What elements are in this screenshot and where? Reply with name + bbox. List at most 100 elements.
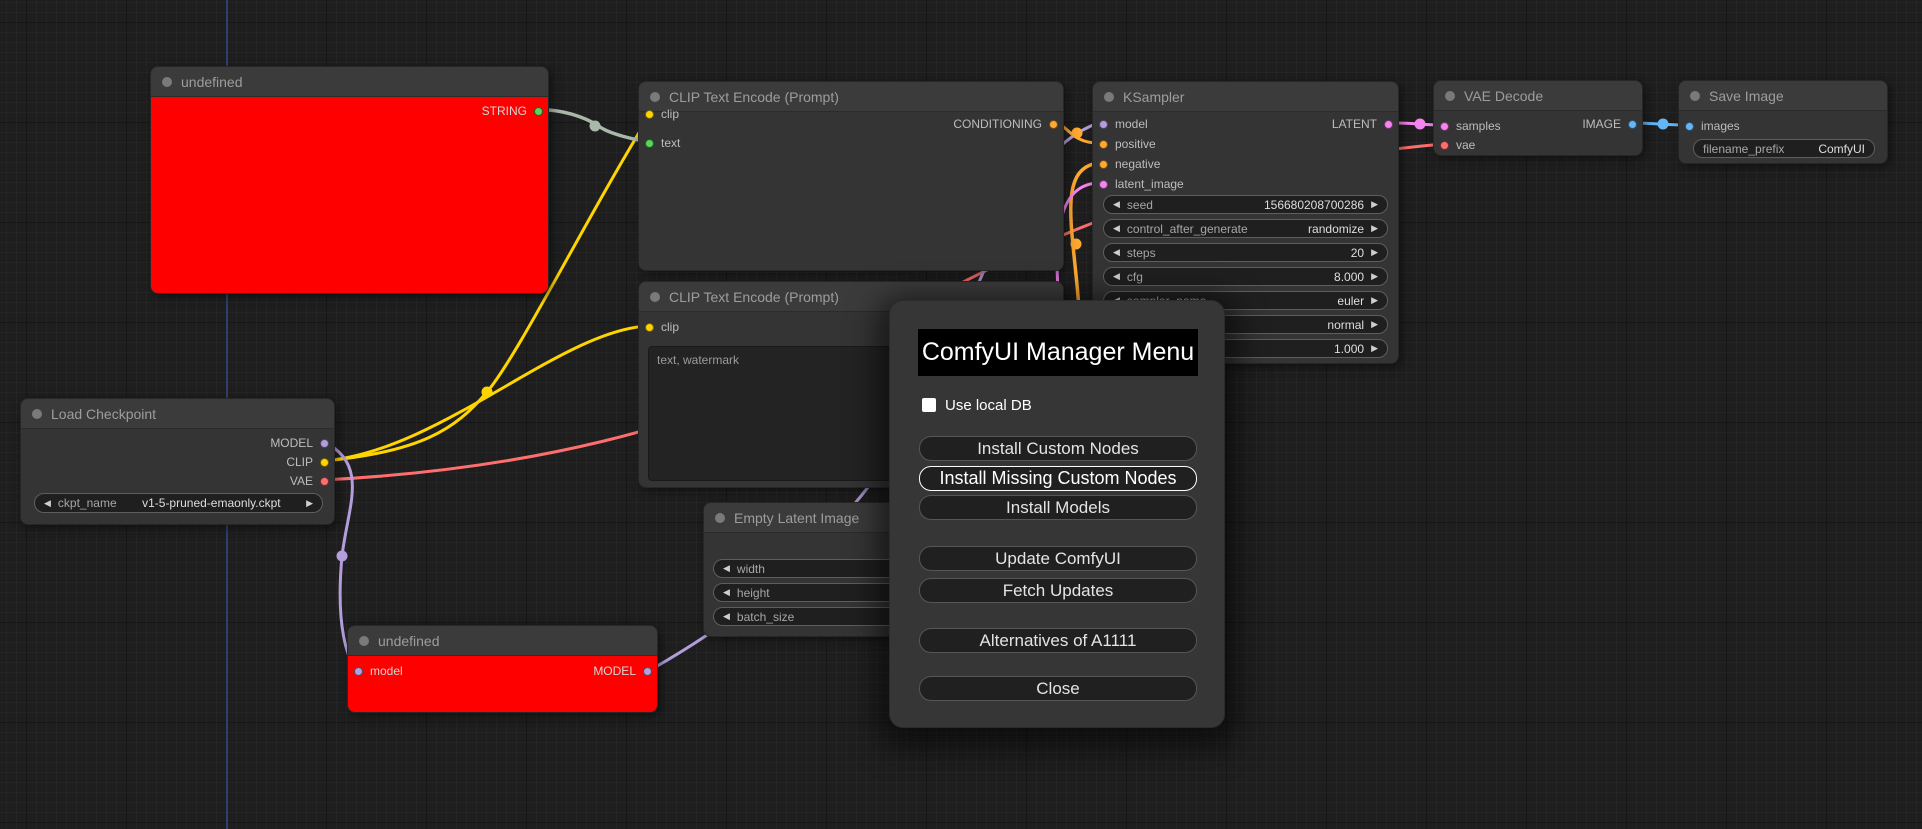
install-custom-nodes-button[interactable]: Install Custom Nodes xyxy=(919,436,1197,461)
model-input-dot[interactable] xyxy=(1099,119,1108,129)
control-after-generate-widget[interactable]: ◀ control_after_generate randomize ▶ xyxy=(1103,219,1388,238)
images-input-dot[interactable] xyxy=(1685,121,1694,131)
input-slot-latent-image[interactable]: latent_image xyxy=(1099,176,1184,192)
input-slot-positive[interactable]: positive xyxy=(1099,136,1156,152)
node-title-bar[interactable]: undefined xyxy=(151,67,548,97)
node-collapse-dot[interactable] xyxy=(715,512,725,523)
use-local-db-checkbox[interactable] xyxy=(922,398,936,412)
stepper-right-icon[interactable]: ▶ xyxy=(1371,199,1378,209)
cfg-widget[interactable]: ◀ cfg 8.000 ▶ xyxy=(1103,267,1388,286)
input-slot-images[interactable]: images xyxy=(1685,118,1740,134)
input-slot-text[interactable]: text xyxy=(645,135,680,151)
clip-input-dot[interactable] xyxy=(645,109,654,119)
latent-image-input-dot[interactable] xyxy=(1099,179,1108,189)
model-input-dot[interactable] xyxy=(354,666,363,676)
stepper-right-icon[interactable]: ▶ xyxy=(1371,271,1378,281)
node-save-image[interactable]: Save Image images filename_prefix ComfyU… xyxy=(1678,80,1888,164)
string-output-dot[interactable] xyxy=(534,106,543,116)
node-collapse-dot[interactable] xyxy=(359,635,369,646)
node-title-bar[interactable]: Save Image xyxy=(1679,81,1887,111)
node-ksampler[interactable]: KSampler model positive negative latent_… xyxy=(1092,81,1399,364)
samples-input-dot[interactable] xyxy=(1440,121,1449,131)
stepper-right-icon[interactable]: ▶ xyxy=(306,497,313,508)
install-missing-custom-nodes-button[interactable]: Install Missing Custom Nodes xyxy=(919,466,1197,491)
stepper-right-icon[interactable]: ▶ xyxy=(1371,343,1378,353)
stepper-left-icon[interactable]: ◀ xyxy=(723,611,730,621)
stepper-right-icon[interactable]: ▶ xyxy=(1371,223,1378,233)
node-empty-latent-image[interactable]: Empty Latent Image ◀ width ◀ height ◀ ba… xyxy=(703,502,963,637)
input-slot-clip[interactable]: clip xyxy=(645,319,679,335)
node-vae-decode[interactable]: VAE Decode samples vae IMAGE xyxy=(1433,80,1643,156)
input-slot-model[interactable]: model xyxy=(1099,116,1148,132)
input-slot-model[interactable]: model xyxy=(354,663,403,679)
node-title-bar[interactable]: KSampler xyxy=(1093,82,1398,112)
stepper-right-icon[interactable]: ▶ xyxy=(1371,247,1378,257)
steps-widget[interactable]: ◀ steps 20 ▶ xyxy=(1103,243,1388,262)
output-slot-model[interactable]: MODEL xyxy=(270,435,329,451)
stepper-right-icon[interactable]: ▶ xyxy=(1371,319,1378,329)
filename-prefix-widget[interactable]: filename_prefix ComfyUI xyxy=(1693,139,1875,158)
latent-output-dot[interactable] xyxy=(1384,119,1393,129)
height-widget[interactable]: ◀ height xyxy=(713,583,941,602)
seed-widget[interactable]: ◀ seed 156680208700286 ▶ xyxy=(1103,195,1388,214)
stepper-left-icon[interactable]: ◀ xyxy=(723,587,730,597)
node-clip-text-encode-1[interactable]: CLIP Text Encode (Prompt) clip text COND… xyxy=(638,81,1064,271)
vae-input-dot[interactable] xyxy=(1440,140,1449,150)
node-title-label: undefined xyxy=(378,632,440,649)
ckpt-name-widget[interactable]: ◀ ckpt_name v1-5-pruned-emaonly.ckpt ▶ xyxy=(34,493,323,513)
model-output-dot[interactable] xyxy=(320,438,329,448)
link-dot-latent xyxy=(1414,118,1426,130)
output-slot-vae[interactable]: VAE xyxy=(290,473,329,489)
node-collapse-dot[interactable] xyxy=(1445,90,1455,101)
stepper-left-icon[interactable]: ◀ xyxy=(723,563,730,573)
node-title-bar[interactable]: CLIP Text Encode (Prompt) xyxy=(639,82,1063,112)
output-slot-image[interactable]: IMAGE xyxy=(1582,116,1637,132)
node-title-bar[interactable]: undefined xyxy=(348,626,657,656)
stepper-left-icon[interactable]: ◀ xyxy=(1113,271,1120,281)
node-undefined-top[interactable]: undefined STRING xyxy=(150,66,549,294)
input-slot-vae[interactable]: vae xyxy=(1440,137,1475,153)
image-output-dot[interactable] xyxy=(1628,119,1637,129)
install-models-button[interactable]: Install Models xyxy=(919,495,1197,520)
update-comfyui-button[interactable]: Update ComfyUI xyxy=(919,546,1197,571)
stepper-left-icon[interactable]: ◀ xyxy=(44,497,51,508)
negative-input-dot[interactable] xyxy=(1099,159,1108,169)
positive-input-dot[interactable] xyxy=(1099,139,1108,149)
output-slot-string[interactable]: STRING xyxy=(482,103,543,119)
close-button[interactable]: Close xyxy=(919,676,1197,701)
input-slot-negative[interactable]: negative xyxy=(1099,156,1160,172)
node-collapse-dot[interactable] xyxy=(650,91,660,102)
node-undefined-bottom[interactable]: undefined model MODEL xyxy=(347,625,658,713)
text-input-dot[interactable] xyxy=(645,138,654,148)
node-collapse-dot[interactable] xyxy=(162,76,172,87)
output-slot-latent[interactable]: LATENT xyxy=(1332,116,1393,132)
clip-output-dot[interactable] xyxy=(320,457,329,467)
input-slot-clip[interactable]: clip xyxy=(645,106,679,122)
node-collapse-dot[interactable] xyxy=(32,408,42,419)
stepper-left-icon[interactable]: ◀ xyxy=(1113,247,1120,257)
input-slot-samples[interactable]: samples xyxy=(1440,118,1501,134)
batch-size-widget[interactable]: ◀ batch_size xyxy=(713,607,941,626)
alternatives-of-a1111-button[interactable]: Alternatives of A1111 xyxy=(919,628,1197,653)
output-slot-conditioning[interactable]: CONDITIONING xyxy=(953,116,1058,132)
fetch-updates-button[interactable]: Fetch Updates xyxy=(919,578,1197,603)
node-title-bar[interactable]: VAE Decode xyxy=(1434,81,1642,111)
node-collapse-dot[interactable] xyxy=(650,291,660,302)
output-slot-model[interactable]: MODEL xyxy=(593,663,652,679)
stepper-right-icon[interactable]: ▶ xyxy=(1371,295,1378,305)
stepper-left-icon[interactable]: ◀ xyxy=(1113,199,1120,209)
conditioning-output-dot[interactable] xyxy=(1049,119,1058,129)
vae-output-dot[interactable] xyxy=(320,476,329,486)
node-title-label: Empty Latent Image xyxy=(734,509,860,526)
node-collapse-dot[interactable] xyxy=(1690,90,1700,101)
node-title-bar[interactable]: Load Checkpoint xyxy=(21,399,334,429)
clip-input-dot[interactable] xyxy=(645,322,654,332)
node-load-checkpoint[interactable]: Load Checkpoint MODEL CLIP VAE ◀ ckpt_na… xyxy=(20,398,335,525)
output-slot-clip[interactable]: CLIP xyxy=(286,454,329,470)
model-output-dot[interactable] xyxy=(643,666,652,676)
wire-clip-to-prompt2 xyxy=(322,324,649,463)
node-collapse-dot[interactable] xyxy=(1104,91,1114,102)
width-widget[interactable]: ◀ width xyxy=(713,559,941,578)
stepper-left-icon[interactable]: ◀ xyxy=(1113,223,1120,233)
